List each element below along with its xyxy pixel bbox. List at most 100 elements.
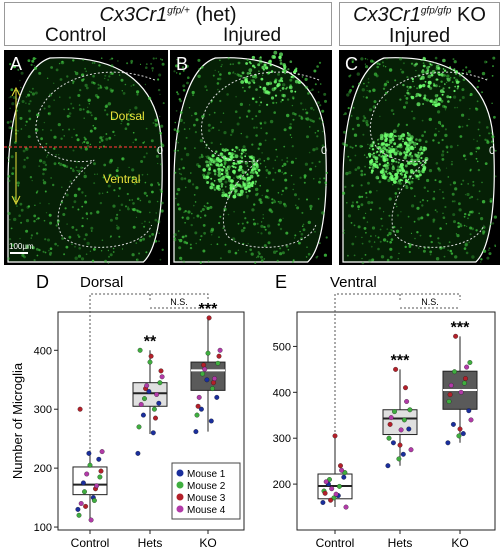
microglia-cell-bright [456,87,459,90]
microglia-cell [356,72,360,76]
microglia-cell [35,57,37,60]
microglia-cell [131,168,135,172]
microglia-cell [180,158,183,161]
microglia-cell [121,248,124,250]
microglia-cell [481,91,484,93]
microglia-cell [66,223,68,225]
microglia-cell [295,157,297,160]
microglia-cell-bright [247,176,251,181]
microglia-cell [211,234,213,236]
microglia-cell-bright [419,154,422,156]
microglia-cell-bright [411,77,414,81]
dorsal-arrow-head [11,86,21,97]
microglia-cell-bright [407,133,411,137]
microglia-cell-bright [282,63,286,67]
microglia-cell [367,143,369,146]
microglia-cell-bright [438,73,441,76]
microglia-cell [8,97,10,99]
microglia-cell-bright [244,155,247,158]
microglia-cell [381,224,384,227]
microglia-cell-bright [265,90,269,95]
microglia-cell-bright [290,89,294,93]
microglia-cell [183,147,187,150]
microglia-cell [240,229,244,233]
microglia-cell [182,89,186,92]
microglia-cell [20,221,23,224]
microglia-cell [114,134,116,137]
microglia-cell [134,138,137,141]
microglia-cell-bright [429,86,433,90]
microglia-cell [361,261,365,265]
microglia-cell-bright [422,167,426,172]
microglia-cell-bright [406,91,410,95]
microglia-cell [34,91,38,95]
microglia-cell [477,79,480,82]
microglia-cell [321,109,325,113]
microglia-cell [53,82,55,84]
microglia-cell [458,202,461,206]
microglia-cell [282,83,286,87]
microglia-cell-bright [375,175,380,180]
data-point [75,506,81,512]
x-tick-label: Hets [138,536,163,550]
microglia-cell [108,255,110,258]
microglia-cell [33,66,38,70]
microglia-cell [213,111,216,114]
microglia-cell [446,146,449,149]
microglia-cell [363,154,366,156]
microglia-cell [237,73,241,77]
microglia-cell [377,247,380,251]
microglia-cell [233,153,236,156]
microglia-cell-bright [386,161,389,164]
microglia-cell [293,183,295,185]
microglia-cell-bright [442,68,445,70]
microglia-cell [75,134,78,137]
microglia-cell-bright [238,175,241,178]
microglia-cell [281,159,283,161]
microglia-cell [349,89,352,92]
microglia-cell [108,136,112,140]
microglia-cell [159,258,162,261]
data-point [397,442,403,448]
microglia-cell [243,89,246,93]
microglia-cell [376,190,378,192]
microglia-cell-bright [418,84,423,88]
microglia-cell-bright [410,158,414,162]
microglia-cell [437,141,440,144]
microglia-cell [82,167,84,169]
microglia-cell [74,71,76,73]
microglia-cell [386,57,388,60]
microglia-cell [345,171,349,176]
microglia-cell [77,254,82,258]
microglia-cell-bright [442,90,445,94]
microglia-cell-bright [232,156,235,159]
microglia-cell [483,60,487,64]
microglia-cell [305,117,310,121]
microglia-cell [440,80,443,83]
microglia-cell-bright [250,160,253,163]
microglia-cell [244,217,247,220]
microglia-cell [9,238,12,241]
microglia-cell-bright [444,69,447,72]
microglia-cell [360,57,364,61]
microglia-cell [408,250,411,254]
microglia-cell-bright [261,65,265,70]
microglia-cell-bright [407,143,410,146]
microglia-cell-bright [369,160,373,164]
microglia-cell [68,112,72,115]
data-point [338,463,343,469]
microglia-cell [279,247,282,250]
microglia-cell [132,225,136,229]
microglia-cell [18,102,20,105]
microglia-cell-bright [442,87,445,90]
microglia-cell [193,123,196,127]
microglia-cell [53,135,57,139]
microglia-cell-bright [401,179,404,182]
microglia-cell [267,171,271,175]
microglia-cell [184,234,188,238]
microglia-cell [381,61,384,64]
microglia-cell [392,113,395,115]
microglia-cell [108,75,111,78]
microglia-cell [397,187,400,190]
microglia-cell [78,235,81,238]
